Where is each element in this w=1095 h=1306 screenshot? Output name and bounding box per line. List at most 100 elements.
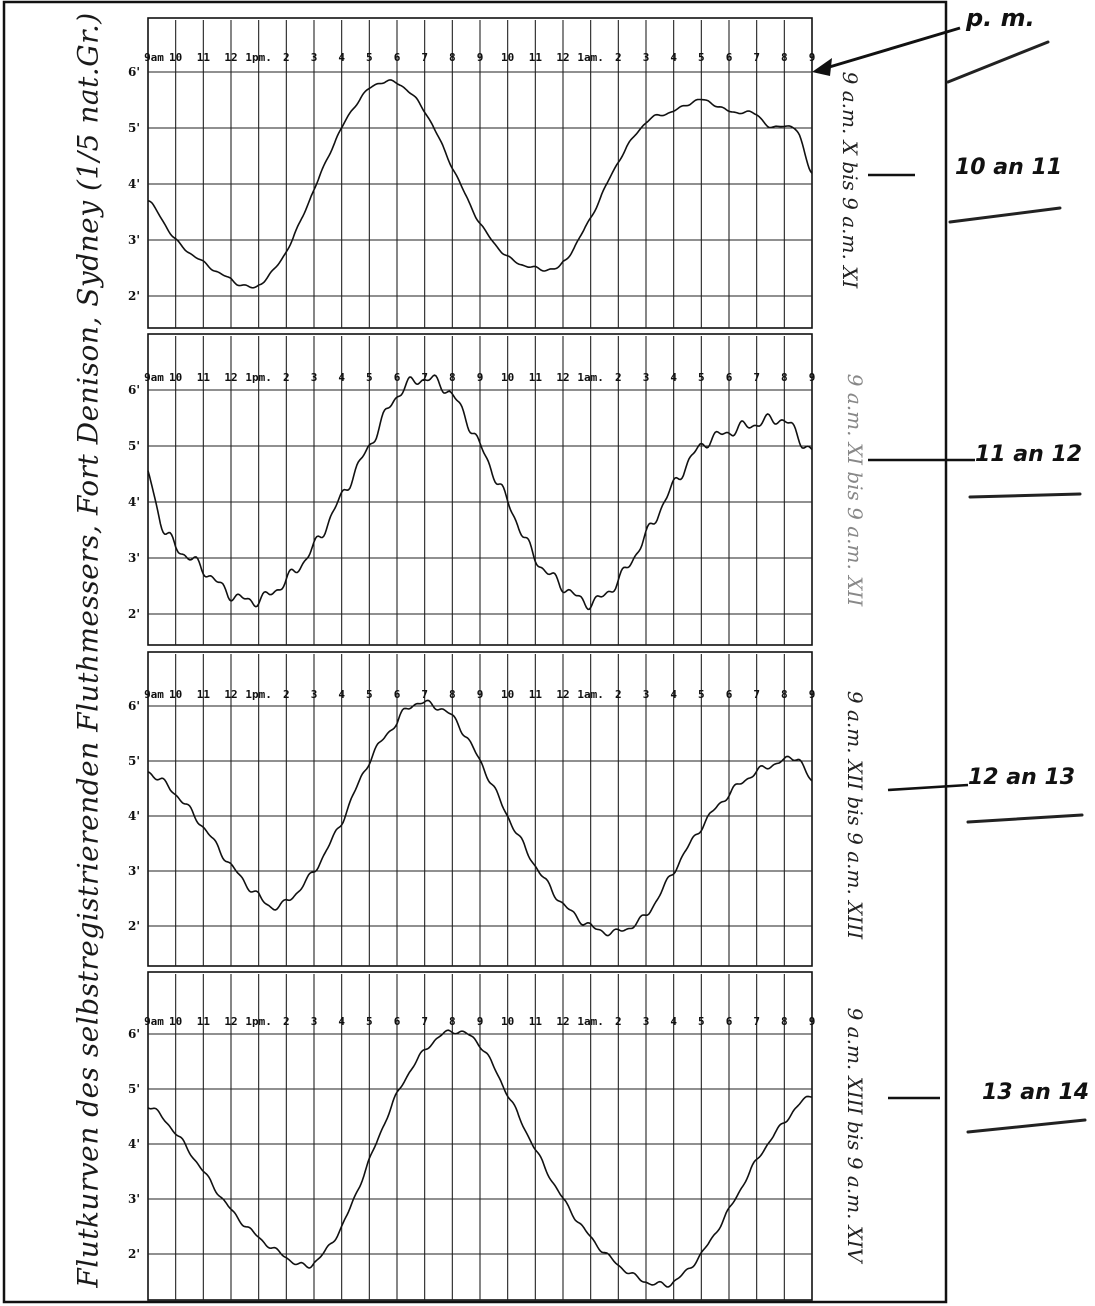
- hour-tick-label: 1pm.: [245, 51, 272, 64]
- hour-tick-label: 7: [421, 688, 428, 701]
- hour-tick-label: 2: [615, 371, 622, 384]
- foot-tick-label: 6': [128, 699, 140, 713]
- tide-panel: 9am 10 11 12 1pm. 2 3 4 5 6 7 8 9 10 11 12 1am. 2 3 4 5 6 7 8 9 2…: [128, 333, 816, 646]
- hour-tick-label: 6: [726, 51, 733, 64]
- hour-tick-label: 7: [421, 371, 428, 384]
- hour-tick-label: 7: [753, 51, 760, 64]
- hour-tick-label: 6: [394, 51, 401, 64]
- hour-tick-label: 12: [224, 51, 237, 64]
- hour-tick-label: 11: [197, 371, 211, 384]
- hour-tick-label: 3: [311, 688, 318, 701]
- foot-tick-label: 3': [128, 864, 140, 878]
- hour-tick-label: 3: [311, 371, 318, 384]
- hour-tick-label: 1am.: [577, 371, 604, 384]
- tide-curve: [147, 79, 813, 289]
- hour-tick-label: 4: [338, 688, 345, 701]
- hour-tick-label: 7: [753, 371, 760, 384]
- hour-tick-label: 6: [726, 688, 733, 701]
- hour-tick-label: 12: [556, 371, 569, 384]
- hour-tick-label: 6: [726, 371, 733, 384]
- pointer-line: [887, 783, 969, 792]
- tide-curve: [147, 699, 813, 937]
- hour-tick-label: 9am: [144, 1015, 164, 1028]
- hour-tick-label: 3: [311, 1015, 318, 1028]
- hour-tick-label: 11: [197, 1015, 211, 1028]
- foot-tick-label: 5': [128, 121, 140, 135]
- hour-tick-label: 12: [556, 51, 569, 64]
- hour-tick-label: 9: [477, 1015, 484, 1028]
- hour-tick-label: 3: [643, 688, 650, 701]
- hour-tick-label: 3: [643, 1015, 650, 1028]
- date-side-note: 13 an 14: [982, 1080, 1090, 1105]
- hour-tick-label: 5: [366, 51, 373, 64]
- hour-tick-label: 2: [615, 51, 622, 64]
- hour-tick-label: 5: [698, 371, 705, 384]
- hour-tick-label: 8: [781, 51, 788, 64]
- hour-tick-label: 1am.: [577, 1015, 604, 1028]
- hour-tick-label: 3: [643, 51, 650, 64]
- hour-tick-label: 9: [477, 688, 484, 701]
- foot-tick-label: 4': [128, 495, 140, 509]
- hour-tick-label: 4: [338, 1015, 345, 1028]
- hour-tick-label: 6: [394, 1015, 401, 1028]
- hour-tick-label: 11: [197, 51, 211, 64]
- hour-tick-label: 6: [394, 688, 401, 701]
- tide-panel: 9am 10 11 12 1pm. 2 3 4 5 6 7 8 9 10 11 12 1am. 2 3 4 5 6 7 8 9 2…: [128, 971, 816, 1301]
- hour-tick-label: 5: [366, 371, 373, 384]
- note-underline: [968, 492, 1082, 499]
- hour-tick-label: 1pm.: [245, 371, 272, 384]
- date-side-note: 10 an 11: [955, 155, 1063, 180]
- hour-tick-label: 11: [529, 1015, 543, 1028]
- hour-tick-label: 2: [283, 688, 290, 701]
- hour-tick-label: 4: [670, 51, 677, 64]
- hour-tick-label: 12: [224, 1015, 237, 1028]
- hour-tick-label: 11: [529, 688, 543, 701]
- hour-tick-label: 6: [394, 371, 401, 384]
- foot-tick-label: 5': [128, 439, 140, 453]
- tide-curve: [147, 374, 813, 611]
- hour-tick-label: 7: [753, 1015, 760, 1028]
- tide-panel: 9am 10 11 12 1pm. 2 3 4 5 6 7 8 9 10 11 12 1am. 2 3 4 5 6 7 8 9 2…: [128, 651, 816, 967]
- foot-tick-label: 3': [128, 1192, 140, 1206]
- foot-tick-label: 4': [128, 177, 140, 191]
- hour-tick-label: 1am.: [577, 51, 604, 64]
- hour-tick-label: 10: [501, 688, 514, 701]
- hour-tick-label: 4: [670, 688, 677, 701]
- hour-tick-label: 2: [283, 51, 290, 64]
- hour-tick-label: 10: [169, 371, 182, 384]
- tide-panel: 9am 10 11 12 1pm. 2 3 4 5 6 7 8 9 10 11 12 1am. 2 3 4 5 6 7 8 9 2…: [128, 17, 815, 329]
- hour-tick-label: 5: [366, 688, 373, 701]
- hour-tick-label: 10: [169, 688, 182, 701]
- hour-tick-label: 9: [809, 371, 816, 384]
- hour-tick-label: 2: [283, 1015, 290, 1028]
- hour-tick-label: 1am.: [577, 688, 604, 701]
- tide-curve: [147, 1029, 813, 1288]
- foot-tick-label: 2': [128, 289, 140, 303]
- hour-tick-label: 11: [197, 688, 211, 701]
- hour-tick-label: 9am: [144, 51, 164, 64]
- hour-tick-label: 12: [556, 688, 569, 701]
- foot-tick-label: 2': [128, 1247, 140, 1261]
- hour-tick-label: 5: [698, 688, 705, 701]
- hour-tick-label: 8: [449, 1015, 456, 1028]
- hour-tick-label: 9: [809, 688, 816, 701]
- hour-tick-label: 7: [421, 51, 428, 64]
- hour-tick-label: 5: [366, 1015, 373, 1028]
- hour-tick-label: 4: [338, 51, 345, 64]
- hour-tick-label: 11: [529, 371, 543, 384]
- pm-arrow-head: [812, 58, 832, 76]
- hour-tick-label: 9: [477, 51, 484, 64]
- hour-tick-label: 9: [809, 1015, 816, 1028]
- pm-arrow-line: [825, 26, 961, 70]
- hour-tick-label: 9am: [144, 371, 164, 384]
- hour-tick-label: 2: [615, 1015, 622, 1028]
- pm-underline: [946, 40, 1050, 84]
- hour-tick-label: 1pm.: [245, 1015, 272, 1028]
- hour-tick-label: 4: [670, 371, 677, 384]
- hour-tick-label: 10: [169, 51, 182, 64]
- hour-tick-label: 12: [556, 1015, 569, 1028]
- note-underline: [966, 813, 1084, 824]
- hour-tick-label: 8: [449, 688, 456, 701]
- hour-tick-label: 12: [224, 688, 237, 701]
- hour-tick-label: 3: [643, 371, 650, 384]
